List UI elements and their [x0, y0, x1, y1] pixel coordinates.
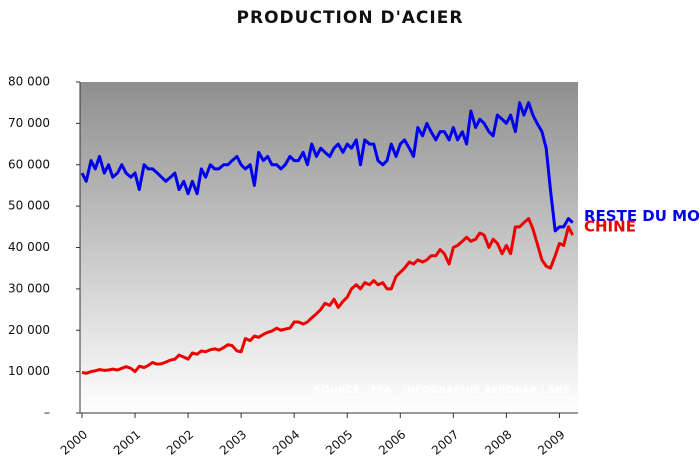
x-tick-label: 2003 — [217, 427, 249, 457]
x-tick-label: 2009 — [535, 427, 567, 457]
y-tick-label: – — [44, 406, 50, 420]
x-tick-label: 2008 — [482, 427, 514, 457]
x-tick-label: 2007 — [429, 427, 461, 457]
series-line — [80, 101, 574, 233]
x-tick-label: 2000 — [58, 427, 90, 457]
y-tick-label: 50 000 — [8, 199, 50, 213]
y-tick-label: 60 000 — [8, 157, 50, 171]
x-tick-label: 2001 — [111, 427, 143, 457]
x-tick-label: 2005 — [323, 427, 355, 457]
y-tick-label: 30 000 — [8, 281, 50, 295]
y-tick-label: 20 000 — [8, 323, 50, 337]
series-line — [81, 217, 575, 375]
x-tick-label: 2002 — [164, 427, 196, 457]
series-label: RESTE DU MONDE — [584, 207, 700, 225]
x-tick-label: 2004 — [270, 427, 302, 457]
y-tick-label: 80 000 — [8, 75, 50, 89]
y-tick-label: 40 000 — [8, 240, 50, 254]
series-label: CHINE — [584, 218, 636, 236]
plot-area — [80, 82, 578, 413]
chart-title: PRODUCTION D'ACIER — [237, 8, 464, 28]
source-note: SOURCE : FFA – INFOGRAPHIE AEROBAR LABS — [314, 385, 570, 396]
y-tick-label: 70 000 — [8, 116, 50, 130]
x-tick-label: 2006 — [376, 427, 408, 457]
y-tick-label: 10 000 — [8, 364, 50, 378]
